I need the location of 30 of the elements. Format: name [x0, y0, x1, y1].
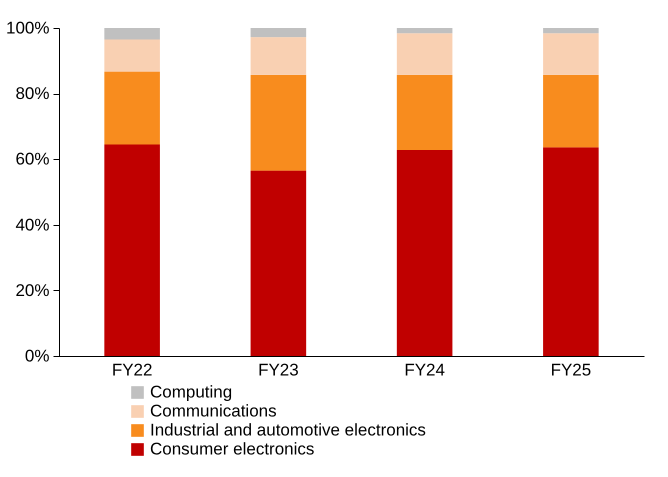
bar	[396, 28, 452, 34]
y-tick-label: 100%	[6, 18, 50, 38]
bar	[543, 147, 599, 356]
y-tick-label: 0%	[24, 346, 50, 366]
y-tick-label: 20%	[15, 280, 50, 300]
x-tick-label: FY22	[112, 360, 152, 380]
bar	[396, 74, 452, 150]
bar	[543, 28, 599, 34]
y-tick-label: 80%	[15, 84, 50, 104]
bar	[104, 39, 160, 72]
y-tick-label: 40%	[15, 215, 50, 234]
bar	[250, 37, 306, 75]
bar	[104, 144, 160, 356]
bar	[543, 74, 599, 148]
y-tick-label: 60%	[15, 150, 50, 169]
bar	[250, 28, 306, 38]
bar	[104, 28, 160, 40]
bar	[543, 33, 599, 75]
bar	[250, 170, 306, 356]
bar	[104, 72, 160, 144]
x-tick-label: FY25	[550, 360, 592, 380]
x-tick-label: FY24	[404, 360, 445, 380]
legend-label: Communications	[150, 402, 277, 420]
legend-label: Industrial and automotive electronics	[150, 420, 426, 440]
legend-label: Computing	[150, 382, 232, 402]
x-tick-label: FY23	[258, 360, 299, 380]
bar	[396, 150, 452, 356]
legend-label: Consumer electronics	[150, 440, 314, 458]
bar	[250, 74, 306, 171]
bar	[396, 33, 452, 75]
